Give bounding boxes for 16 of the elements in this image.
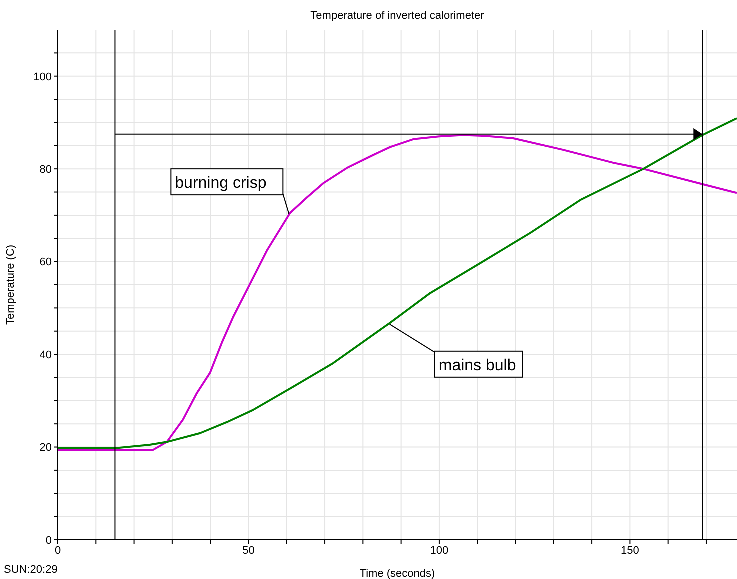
y-tick-label: 100	[34, 71, 52, 84]
x-tick-label: 0	[54, 544, 62, 557]
chart-title: Temperature of inverted calorimeter	[310, 10, 486, 22]
y-tick-label: 80	[40, 164, 52, 176]
y-tick-label: 0	[46, 534, 52, 547]
y-axis-title: Temperature (C)	[4, 244, 17, 326]
y-tick-label: 40	[40, 349, 52, 362]
annotation: mains bulb	[438, 357, 516, 374]
y-tick-label: 20	[40, 442, 52, 454]
y-tick-label: 60	[40, 256, 52, 269]
annotation: burning crisp	[175, 175, 267, 192]
x-tick-label: 100	[430, 544, 449, 557]
x-axis-title: Time (seconds)	[360, 568, 436, 579]
x-tick-label: 150	[621, 544, 640, 557]
x-tick-label: 50	[242, 544, 255, 557]
text: SUN:20:29	[4, 564, 58, 576]
